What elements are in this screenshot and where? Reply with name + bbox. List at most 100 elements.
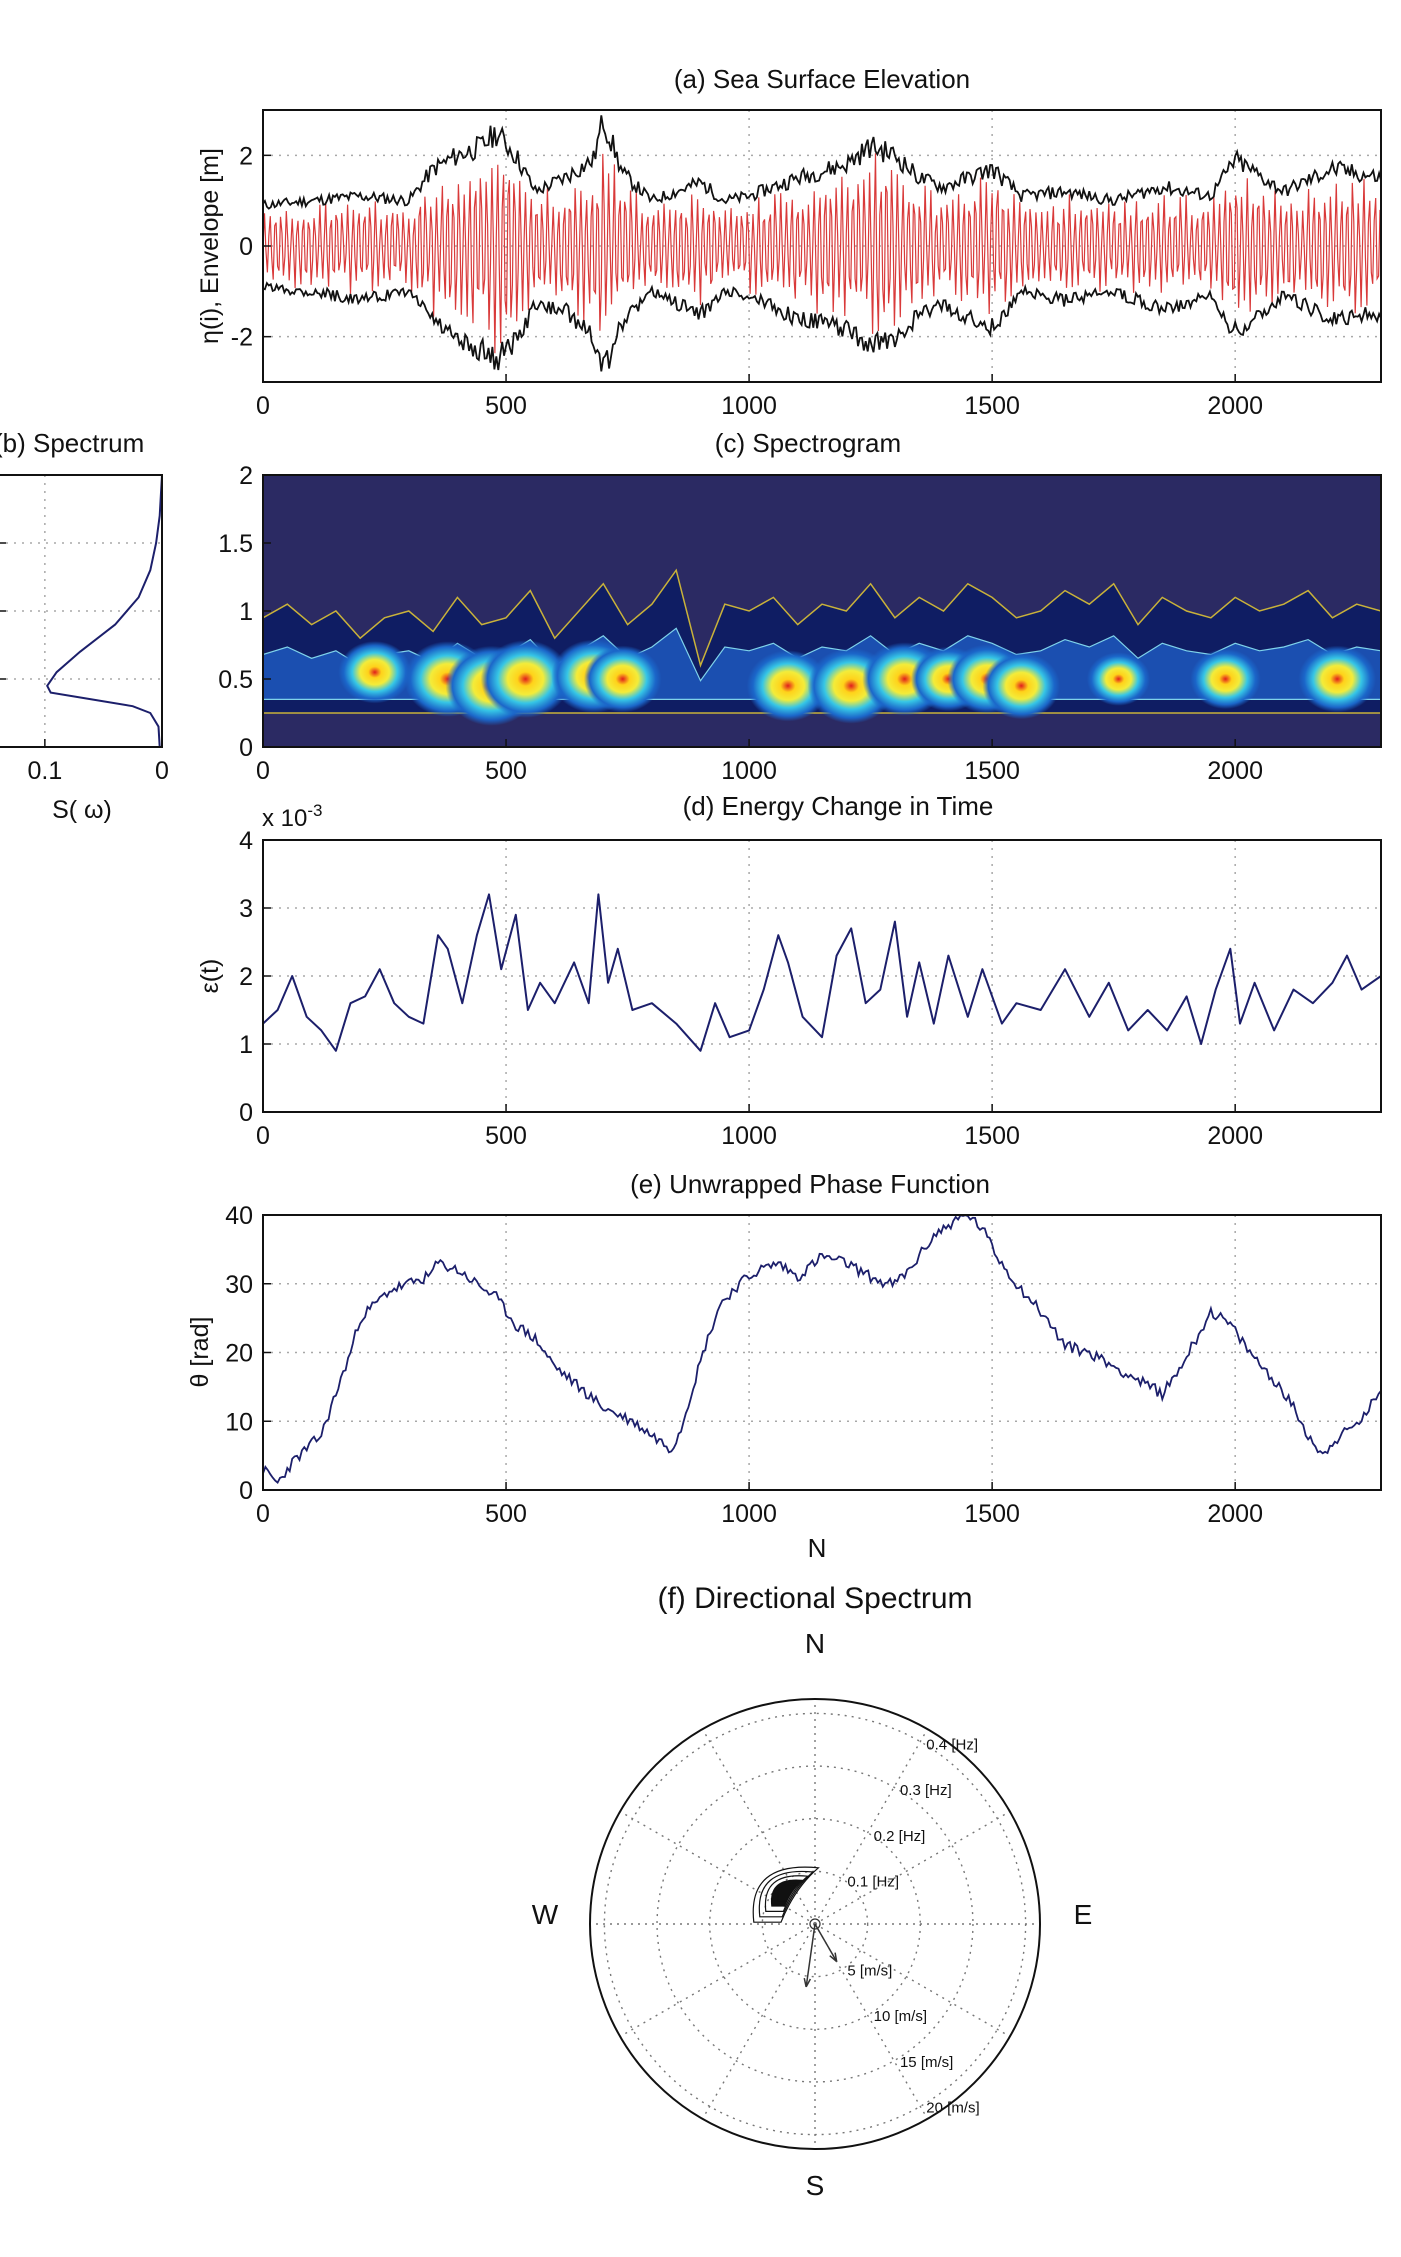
panel-b-ticks: 0.1 0 <box>27 739 169 785</box>
panel-c-title: (c) Spectrogram <box>715 428 901 458</box>
polar-speed-label: 15 [m/s] <box>900 2054 953 2071</box>
panel-c-peak <box>338 641 412 704</box>
panel-c-peak <box>1298 645 1377 713</box>
panel-e-plot <box>263 1215 1381 1485</box>
panel-a-ytick-label: 0 <box>239 233 253 261</box>
polar-speed-label: 5 [m/s] <box>847 1963 892 1980</box>
panel-a-envelope-lower <box>263 281 1381 372</box>
panel-f-title: (f) Directional Spectrum <box>657 1582 972 1615</box>
panel-b-title: (b) Spectrum <box>0 428 144 458</box>
panel-c: (c) Spectrogram 0 500 1000 1500 2000 0 0.5 1 1.5… <box>218 428 1382 785</box>
panel-d-ytick-label: 0 <box>239 1099 253 1127</box>
panel-b-spectrum-line <box>46 475 162 747</box>
panel-c-peak <box>1086 652 1151 706</box>
panel-a-xtick-label: 1500 <box>964 392 1020 420</box>
panel-e-ytick-label: 20 <box>225 1340 253 1368</box>
direction-w: W <box>532 1899 559 1930</box>
panel-d-ytick-label: 1 <box>239 1031 253 1059</box>
panel-e-ytick-label: 30 <box>225 1271 253 1299</box>
polar-frequency-label: 0.3 [Hz] <box>900 1782 952 1799</box>
panel-c-ytick-label: 1.5 <box>218 530 253 558</box>
panel-b-grid <box>0 475 163 747</box>
polar-spoke <box>701 1728 816 1925</box>
panel-c-peak <box>583 645 662 713</box>
panel-a-xtick-label: 500 <box>485 392 527 420</box>
panel-d-xtick-label: 2000 <box>1207 1122 1263 1150</box>
panel-c-ytick-label: 2 <box>239 462 253 490</box>
polar-spectrum-contour <box>777 1883 799 1902</box>
panel-b-plot <box>46 475 162 747</box>
panel-e-xtick-label: 1500 <box>964 1500 1020 1528</box>
panel-d-ytick-label: 2 <box>239 963 253 991</box>
panel-b: (b) Spectrum 0.1 0 S( ω) <box>0 428 169 824</box>
panel-d-ytick-label: 4 <box>239 827 253 855</box>
panel-e-ticks: 0 500 1000 1500 2000 0 10 20 30 40 <box>225 1202 1263 1528</box>
polar-spoke <box>814 1923 929 2120</box>
panel-d-scale-exp: -3 <box>307 801 322 820</box>
panel-e-xtick-label: 500 <box>485 1500 527 1528</box>
polar-spoke <box>814 1728 929 1925</box>
polar-spoke <box>814 1923 1011 2038</box>
panel-d-xtick-label: 0 <box>256 1122 270 1150</box>
polar-frequency-label: 0.2 [Hz] <box>874 1828 926 1845</box>
polar-spoke <box>619 1810 816 1925</box>
panel-c-ytick-label: 1 <box>239 598 253 626</box>
direction-e: E <box>1074 1899 1093 1930</box>
polar-speed-label: 10 [m/s] <box>874 2008 927 2025</box>
panel-d-plot <box>263 893 1381 1052</box>
polar-frequency-label: 0.4 [Hz] <box>926 1737 978 1754</box>
panel-a-grid <box>262 110 1381 382</box>
polar-spoke <box>619 1923 816 2038</box>
panel-c-ticks: 0 500 1000 1500 2000 0 0.5 1 1.5 2 <box>218 462 1263 785</box>
panel-e-title: (e) Unwrapped Phase Function <box>630 1169 990 1199</box>
panel-a-ytick-label: -2 <box>231 324 253 352</box>
panel-a-plot <box>263 115 1381 372</box>
panel-b-xtick-label: 0.1 <box>27 757 62 785</box>
panel-d-xtick-label: 500 <box>485 1122 527 1150</box>
panel-c-xtick-label: 0 <box>256 757 270 785</box>
polar-ring <box>761 1870 869 1978</box>
panel-c-peak <box>1190 648 1261 710</box>
polar-vector <box>805 1923 816 1988</box>
polar-vector-head <box>803 1977 812 1988</box>
panel-d-ytick-label: 3 <box>239 895 253 923</box>
panel-a-frame <box>262 109 1382 383</box>
panel-c-ytick-label: 0 <box>239 734 253 762</box>
panel-a-xtick-label: 0 <box>256 392 270 420</box>
panel-b-xtick-label: 0 <box>155 757 169 785</box>
panel-e-xtick-label: 1000 <box>721 1500 777 1528</box>
panel-d-scale-base: x 10 <box>262 805 307 832</box>
panel-e-grid <box>262 1214 1381 1491</box>
panel-a-ticks: 0 500 1000 1500 2000 -2 0 2 <box>231 142 1263 420</box>
direction-s: S <box>806 2170 825 2201</box>
direction-n: N <box>805 1628 825 1659</box>
panel-c-xtick-label: 2000 <box>1207 757 1263 785</box>
panel-c-xtick-label: 500 <box>485 757 527 785</box>
polar-ring <box>656 1765 974 2083</box>
panel-f: (f) Directional Spectrum 0.1 [Hz] 0.2 [Hz… <box>532 1582 1093 2201</box>
panel-c-peak <box>480 640 571 718</box>
panel-c-xtick-label: 1500 <box>964 757 1020 785</box>
panel-d-scale: x 10-3 <box>262 801 323 832</box>
polar-spoke <box>701 1923 816 2120</box>
panel-c-xtick-label: 1000 <box>721 757 777 785</box>
panel-c-peak <box>982 652 1061 720</box>
polar-vector <box>814 1923 838 1962</box>
polar-vector-head <box>829 1952 838 1963</box>
polar-center <box>809 1918 821 1930</box>
polar-spectrum-contour <box>764 1875 810 1912</box>
panel-e-xtick-label: 2000 <box>1207 1500 1263 1528</box>
panel-c-plot <box>263 475 1381 747</box>
panel-d-xtick-label: 1500 <box>964 1122 1020 1150</box>
panel-d-ylabel: ε(t) <box>196 959 224 994</box>
panel-c-ytick-label: 0.5 <box>218 666 253 694</box>
panel-e-frame <box>262 1214 1382 1491</box>
panel-a-xtick-label: 1000 <box>721 392 777 420</box>
panel-e-ytick-label: 40 <box>225 1202 253 1230</box>
panel-b-frame <box>0 474 163 748</box>
polar-frequency-label: 0.1 [Hz] <box>847 1873 899 1890</box>
panel-d: (d) Energy Change in Time x 10-3 0 500 100… <box>196 791 1382 1150</box>
panel-d-ticks: 0 500 1000 1500 2000 0 1 2 3 4 <box>239 827 1263 1150</box>
panel-c-peak <box>746 650 830 722</box>
